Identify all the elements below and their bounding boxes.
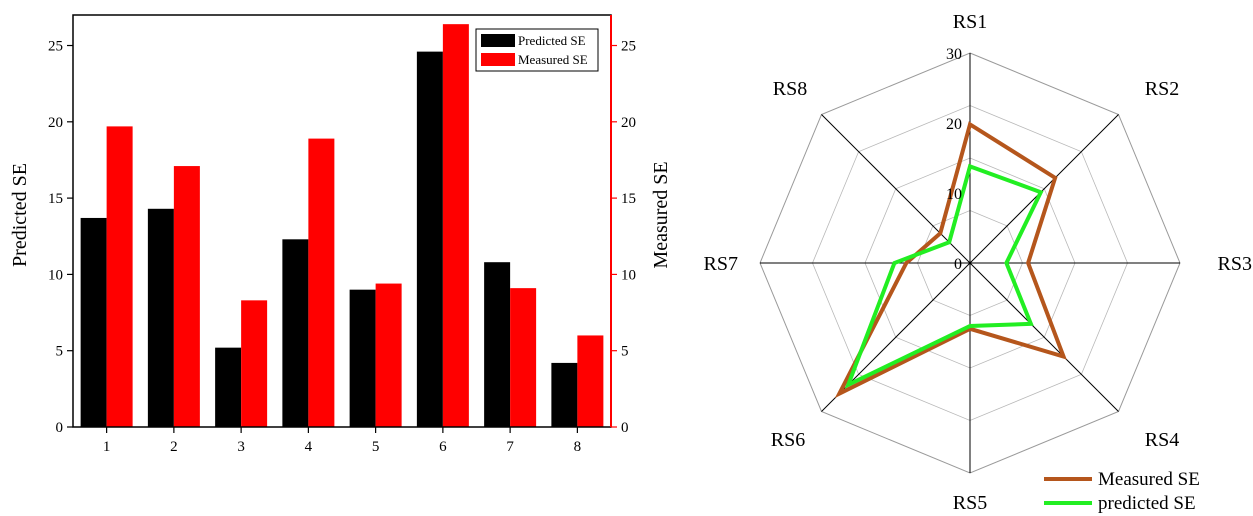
bar-measured-6 [442,24,469,428]
legend-swatch-measured [481,53,515,66]
bar-predicted-1 [80,217,107,427]
bar-chart: 0 5 10 15 20 25 0 5 10 15 20 25 1 2 3 4 5 6 7 8 Predicted… [9,14,672,455]
radar-category-rs8: RS8 [773,78,807,100]
x-axis-ticks: 1 2 3 4 5 6 7 8 [103,427,581,455]
radar-category-rs5: RS5 [953,492,987,514]
legend-swatch-predicted [481,34,515,47]
x-tick-label: 8 [574,439,582,455]
radar-category-rs3: RS3 [1218,253,1252,275]
legend-label-predicted-radar: predicted SE [1098,493,1196,514]
bar-predicted-4 [282,239,309,427]
right-tick-label: 25 [621,39,636,55]
left-tick-label: 10 [48,267,63,283]
radar-category-rs7: RS7 [704,253,738,275]
left-tick-label: 0 [56,420,64,436]
right-y-axis-label: Measured SE [650,161,672,268]
bar-measured-2 [173,166,200,428]
right-tick-label: 15 [621,191,636,207]
radar-spoke [969,114,1119,264]
right-tick-label: 20 [621,115,636,131]
left-tick-label: 5 [56,344,64,360]
left-tick-label: 20 [48,115,63,131]
radar-category-labels: RS1 RS2 RS3 RS4 RS5 RS6 RS7 RS8 [704,11,1252,514]
x-tick-label: 7 [506,439,514,455]
radar-category-rs2: RS2 [1145,78,1179,100]
x-tick-label: 1 [103,439,111,455]
x-tick-label: 4 [305,439,313,455]
radar-category-rs6: RS6 [771,429,805,451]
bar-measured-8 [577,335,604,427]
radar-tick-label: 20 [946,116,962,133]
radar-radial-ticks: 0 10 20 30 [946,46,962,273]
radar-spoke [821,114,971,264]
bar-measured-4 [308,138,335,427]
left-tick-label: 25 [48,39,63,55]
right-tick-label: 0 [621,420,629,436]
x-tick-label: 5 [372,439,380,455]
bar-measured-7 [510,288,537,427]
radar-series-measured [834,121,1067,399]
bar-predicted-7 [484,262,511,427]
legend-label-measured-radar: Measured SE [1098,469,1200,490]
radar-category-rs4: RS4 [1145,429,1179,451]
bar-measured-1 [106,126,133,428]
radar-series [834,121,1067,399]
bar-predicted-5 [349,289,376,427]
radar-grid [759,52,1181,474]
bar-predicted-6 [416,51,443,427]
radar-tick-label: 10 [946,186,962,203]
x-tick-label: 3 [237,439,245,455]
radar-spoke [969,262,1119,412]
radar-tick-label: 30 [946,46,962,63]
bar-predicted-3 [215,347,242,427]
right-tick-label: 10 [621,267,636,283]
radar-legend: Measured SE predicted SE [1044,469,1200,514]
left-axis-ticks: 0 5 10 15 20 25 [48,39,73,436]
radar-category-rs1: RS1 [953,11,987,33]
x-tick-label: 6 [439,439,447,455]
bar-predicted-8 [551,362,578,427]
bar-legend: Predicted SE Measured SE [475,28,599,72]
bar-measured-3 [241,300,268,427]
left-tick-label: 15 [48,191,63,207]
radar-tick-label: 0 [954,256,962,273]
bar-marks [80,24,604,428]
bar-measured-5 [375,283,402,427]
right-axis-ticks: 0 5 10 15 20 25 [611,39,636,436]
radar-series-predicted [844,163,1044,389]
bar-predicted-2 [147,208,174,427]
radar-chart: 0 10 20 30 RS1 RS2 RS3 RS4 RS5 RS6 RS7 RS8 Measure… [704,11,1252,514]
legend-label-predicted: Predicted SE [518,33,586,48]
right-tick-label: 5 [621,344,629,360]
left-y-axis-label: Predicted SE [9,163,31,267]
x-tick-label: 2 [170,439,178,455]
legend-label-measured: Measured SE [518,52,588,67]
